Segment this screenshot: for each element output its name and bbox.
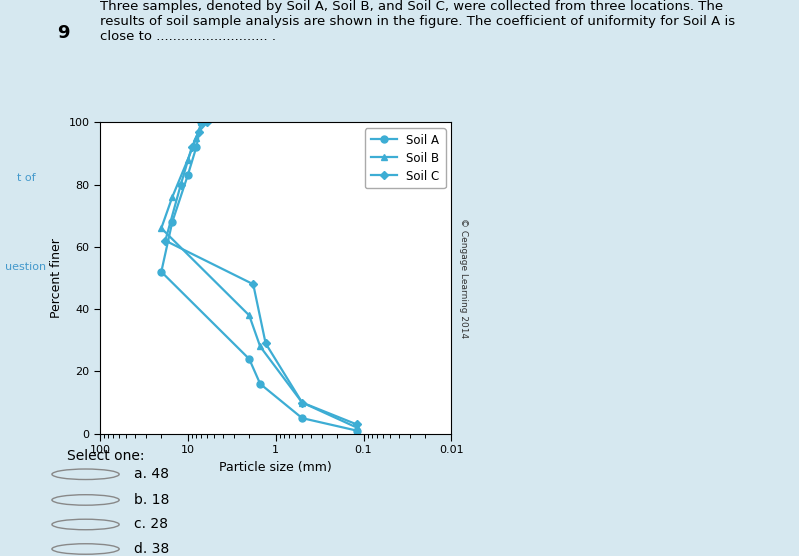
Soil A	[352, 427, 361, 434]
Text: Select one:: Select one:	[67, 449, 145, 463]
Soil C	[248, 281, 258, 287]
Soil C	[176, 181, 185, 188]
Soil C	[194, 128, 204, 135]
Soil C	[202, 119, 212, 126]
Soil A	[256, 380, 265, 387]
Legend: Soil A, Soil B, Soil C: Soil A, Soil B, Soil C	[365, 128, 446, 188]
Soil C	[260, 340, 270, 347]
Soil C	[187, 144, 197, 151]
Soil B	[297, 399, 307, 406]
Soil B	[157, 225, 166, 231]
Y-axis label: Percent finer: Percent finer	[50, 238, 63, 318]
Soil A	[192, 144, 201, 151]
Line: Soil C: Soil C	[162, 120, 360, 427]
Text: Three samples, denoted by Soil A, Soil B, and Soil C, were collected from three : Three samples, denoted by Soil A, Soil B…	[100, 0, 735, 43]
Soil A	[197, 119, 206, 126]
Soil A	[157, 269, 166, 275]
Text: b. 18: b. 18	[134, 493, 169, 507]
Text: © Cengage Learning 2014: © Cengage Learning 2014	[459, 218, 467, 338]
Soil B	[168, 193, 177, 200]
Soil A	[244, 356, 254, 363]
Text: t of: t of	[17, 173, 35, 183]
Line: Soil A: Soil A	[158, 119, 360, 434]
Soil A	[183, 172, 193, 178]
Text: c. 28: c. 28	[134, 518, 168, 532]
Soil B	[256, 343, 265, 350]
Line: Soil B: Soil B	[158, 119, 360, 431]
Soil B	[352, 424, 361, 431]
Soil B	[197, 119, 206, 126]
Soil A	[297, 415, 307, 421]
Soil C	[161, 237, 170, 244]
Text: 9: 9	[57, 24, 70, 42]
Soil B	[244, 312, 254, 319]
X-axis label: Particle size (mm): Particle size (mm)	[219, 461, 332, 474]
Soil C	[297, 399, 307, 406]
Soil C	[352, 421, 361, 428]
Soil B	[192, 135, 201, 141]
Soil B	[183, 156, 193, 163]
Text: a. 48: a. 48	[134, 467, 169, 481]
Text: uestion: uestion	[6, 262, 46, 272]
Text: d. 38: d. 38	[134, 542, 169, 556]
Soil A	[168, 219, 177, 225]
